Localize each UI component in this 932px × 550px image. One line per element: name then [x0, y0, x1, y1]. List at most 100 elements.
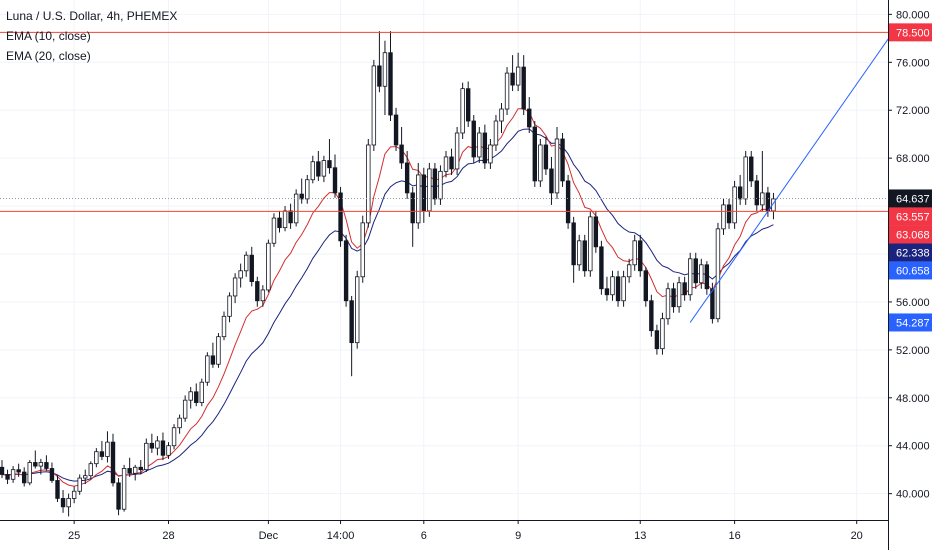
- candle: [94, 448, 99, 468]
- candle: [266, 239, 271, 293]
- candle: [449, 148, 454, 175]
- price-tick-label: 44.000: [896, 441, 930, 453]
- candle: [110, 433, 116, 487]
- candle: [21, 467, 27, 487]
- candle-body: [71, 490, 77, 499]
- candle: [321, 155, 327, 183]
- candle: [360, 215, 365, 283]
- candle-body: [44, 462, 49, 469]
- candle-body: [310, 161, 315, 181]
- candle-body: [726, 204, 732, 224]
- candle: [688, 252, 693, 301]
- candle: [327, 138, 332, 174]
- candle: [593, 210, 599, 253]
- candle: [0, 460, 5, 479]
- candle: [721, 198, 726, 235]
- candle: [316, 150, 321, 181]
- candle-body: [221, 315, 227, 338]
- time-tick-label: 13: [634, 530, 646, 542]
- ema20-legend[interactable]: EMA (20, close): [6, 49, 91, 63]
- candle-body: [543, 144, 549, 170]
- candle: [682, 276, 687, 301]
- candle-body: [615, 276, 621, 302]
- ema10-path: [1, 108, 774, 487]
- price-tag: 63.068: [889, 225, 932, 244]
- candle: [471, 115, 476, 163]
- trendline: [689, 32, 894, 323]
- candle-body: [94, 451, 99, 465]
- chart-legend: Luna / U.S. Dollar, 4h, PHEMEX EMA (10, …: [6, 6, 177, 66]
- price-tag-label: 63.068: [896, 229, 930, 241]
- candle-body: [83, 475, 88, 479]
- candles-group: [0, 31, 776, 517]
- price-tag-label: 60.658: [896, 265, 930, 277]
- price-tag: 60.658: [889, 261, 932, 280]
- ema10-legend[interactable]: EMA (10, close): [6, 29, 91, 43]
- candle: [5, 469, 10, 485]
- candle: [732, 180, 737, 229]
- candle: [465, 81, 471, 128]
- overlays-group: [0, 31, 894, 323]
- candle-body: [693, 258, 698, 284]
- candle: [238, 263, 243, 288]
- candle-body: [238, 270, 243, 279]
- price-tag-box: [889, 207, 932, 226]
- candle: [99, 440, 105, 461]
- candle-body: [371, 65, 377, 146]
- candle: [166, 442, 171, 459]
- candle: [754, 174, 759, 211]
- candle-body: [88, 463, 93, 477]
- candle-body: [194, 391, 199, 403]
- candle: [243, 251, 249, 277]
- candle: [105, 431, 110, 463]
- candle-body: [604, 288, 610, 296]
- candle-body: [588, 216, 593, 272]
- candle: [599, 240, 604, 295]
- candle: [66, 493, 71, 517]
- candle: [260, 285, 266, 307]
- candle-body: [38, 462, 44, 467]
- price-tick-label: 80.000: [896, 9, 930, 21]
- candle-body: [138, 466, 143, 471]
- candle-body: [55, 480, 60, 499]
- candle: [116, 478, 121, 516]
- price-tick-label: 40.000: [896, 489, 930, 501]
- candle: [160, 432, 166, 461]
- price-tag-box: [889, 23, 932, 42]
- price-tag: 62.338: [889, 243, 932, 262]
- candle-body: [288, 210, 293, 224]
- candle: [626, 258, 632, 283]
- candle: [432, 162, 438, 205]
- candle: [388, 31, 393, 122]
- candle: [293, 189, 299, 227]
- candle-body: [132, 466, 138, 474]
- candle-body: [0, 466, 5, 475]
- candle-body: [432, 168, 438, 200]
- price-tick-label: 68.000: [896, 153, 930, 165]
- time-tick-label: 14:00: [327, 530, 355, 542]
- candle: [543, 136, 549, 175]
- candle-body: [676, 282, 682, 308]
- candle: [532, 121, 537, 187]
- candle: [604, 276, 610, 301]
- candle: [343, 234, 349, 307]
- candle: [421, 167, 426, 223]
- price-tag: 78.500: [889, 23, 932, 42]
- time-axis[interactable]: 25 28 Dec 14:00 6 9 13 16 20: [0, 520, 888, 542]
- candle-body: [749, 156, 754, 182]
- candle: [549, 156, 554, 205]
- candle: [210, 342, 216, 368]
- candle-body: [243, 254, 249, 272]
- candle-body: [721, 204, 726, 230]
- candle: [10, 466, 16, 483]
- candle-body: [482, 132, 488, 164]
- candle: [188, 387, 193, 409]
- candle-body: [416, 174, 421, 224]
- candle: [216, 333, 221, 368]
- candle: [354, 270, 360, 349]
- candle-body: [521, 66, 526, 110]
- plot-background: [0, 0, 888, 520]
- candle: [155, 436, 160, 456]
- symbol-title[interactable]: Luna / U.S. Dollar, 4h, PHEMEX: [6, 9, 178, 23]
